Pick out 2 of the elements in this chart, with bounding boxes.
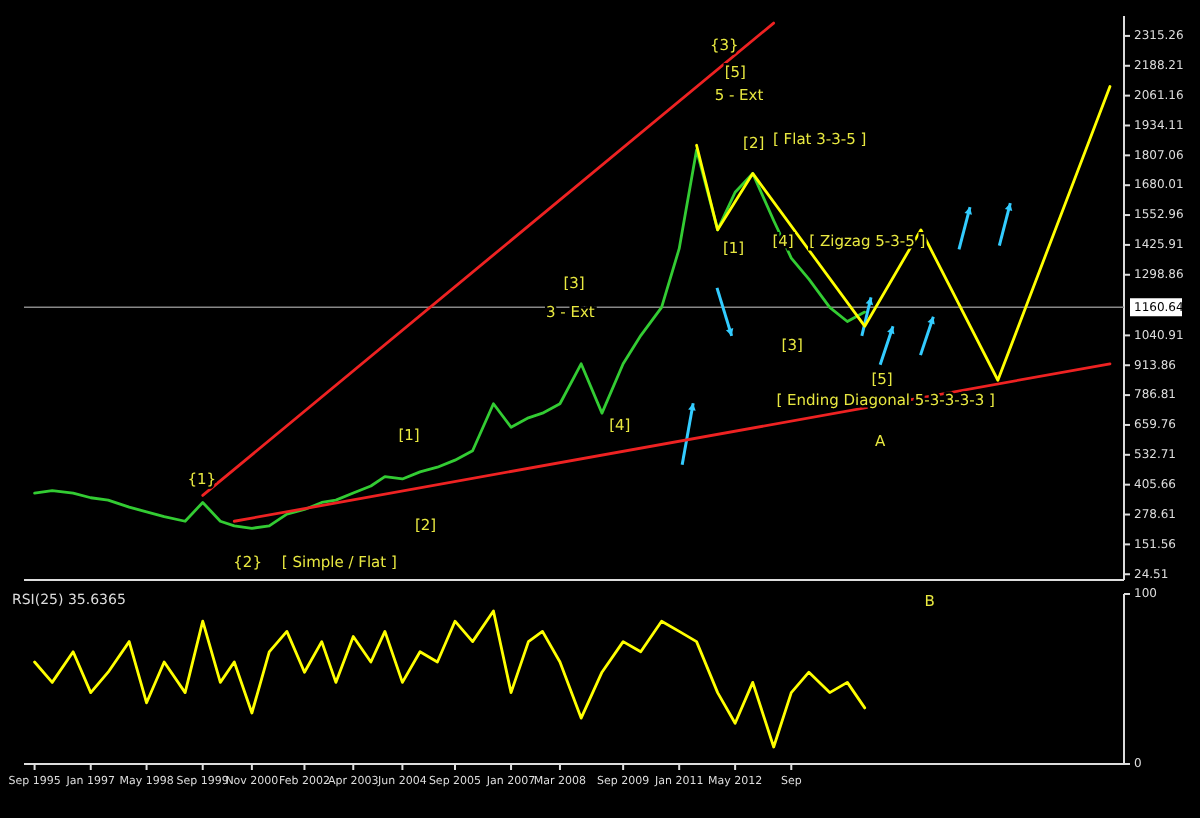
line-series [33, 609, 867, 749]
line-series [695, 85, 1112, 382]
